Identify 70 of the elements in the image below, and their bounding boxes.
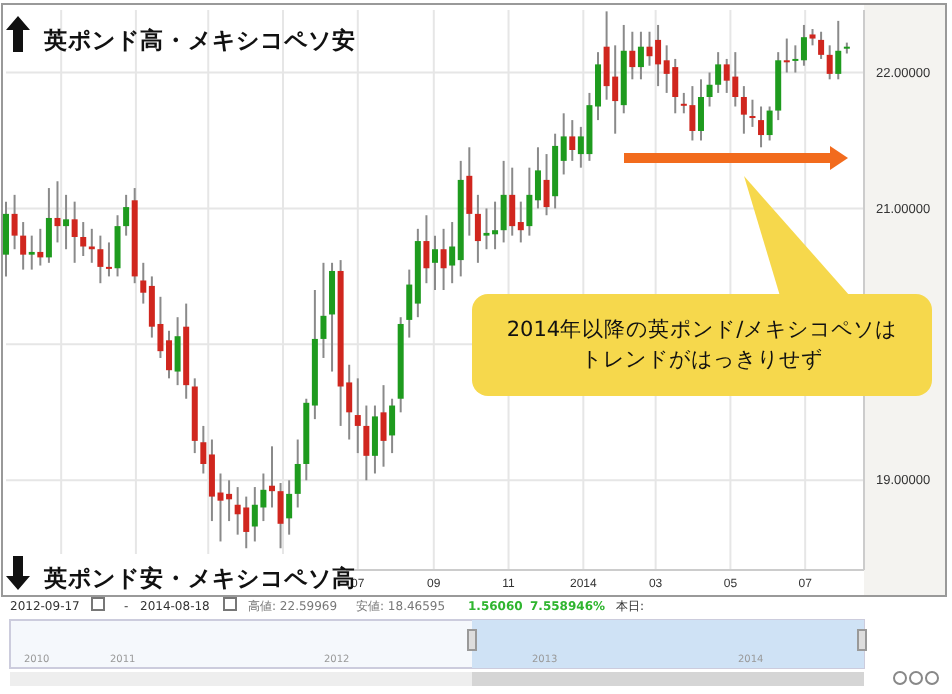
candlestick	[63, 193, 70, 251]
candlestick	[749, 98, 756, 128]
candlestick	[474, 193, 481, 264]
candlestick	[251, 486, 258, 543]
annotation: トレンドがはっきりせず	[581, 346, 823, 372]
candlestick	[646, 30, 653, 67]
candlestick	[655, 23, 662, 88]
candlestick	[243, 495, 250, 550]
candlestick	[517, 200, 524, 244]
candlestick	[706, 71, 713, 108]
candlestick	[440, 227, 447, 291]
candlestick	[329, 261, 336, 373]
candlestick	[818, 30, 825, 60]
candlestick	[792, 44, 799, 74]
candlestick	[11, 193, 18, 251]
candlestick	[234, 486, 241, 536]
candlestick	[28, 234, 35, 271]
candlestick	[509, 166, 516, 237]
candlestick	[715, 51, 722, 94]
candlestick	[423, 214, 430, 285]
candlestick	[800, 23, 807, 67]
candlestick	[286, 479, 293, 536]
candlestick	[466, 146, 473, 237]
candlestick	[603, 10, 610, 101]
annotation: 英ポンド高・メキシコペソ安	[42, 26, 356, 54]
candlestick	[354, 377, 361, 455]
candlestick	[483, 207, 490, 251]
annotation: 2014年以降の英ポンド/メキシコペソは	[506, 316, 898, 342]
candlestick	[371, 404, 378, 475]
candlestick	[663, 44, 670, 94]
candlestick	[543, 153, 550, 217]
candlestick	[45, 187, 52, 264]
candlestick	[277, 482, 284, 550]
candlestick	[226, 479, 233, 523]
candlestick	[114, 214, 121, 278]
candlestick	[637, 30, 644, 81]
candlestick	[123, 193, 130, 237]
candlestick	[380, 384, 387, 468]
candlestick	[723, 57, 730, 94]
candlestick	[260, 472, 267, 523]
candlestick	[37, 227, 44, 267]
candlestick	[740, 85, 747, 135]
candlestick	[97, 234, 104, 285]
candlestick	[689, 85, 696, 142]
candlestick	[389, 397, 396, 455]
candlestick	[54, 180, 61, 244]
candlestick	[3, 200, 9, 278]
candlestick	[320, 261, 327, 359]
candlestick	[363, 404, 370, 482]
candlestick	[629, 30, 636, 81]
candlestick	[500, 159, 507, 244]
candlestick	[826, 44, 833, 81]
candlestick	[526, 166, 533, 237]
candlestick	[432, 234, 438, 291]
candlestick	[766, 105, 773, 142]
candlestick	[174, 316, 181, 387]
candlestick	[20, 221, 27, 271]
candlestick	[569, 119, 576, 162]
candlestick	[294, 438, 301, 509]
candlestick	[835, 19, 842, 81]
candlestick	[268, 445, 275, 509]
candlestick	[71, 200, 78, 264]
candlestick	[612, 44, 619, 135]
candlestick	[697, 78, 704, 142]
candlestick	[672, 57, 679, 115]
candlestick	[758, 105, 765, 149]
candlestick	[732, 51, 739, 108]
candlestick	[80, 221, 87, 258]
candlestick	[105, 241, 112, 278]
candlestick	[783, 37, 790, 74]
